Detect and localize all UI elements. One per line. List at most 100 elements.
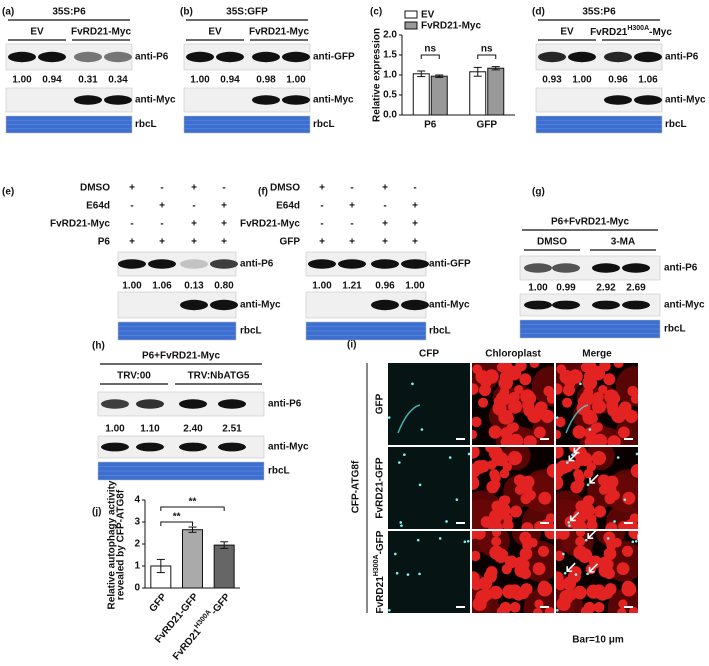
chloroplast <box>575 536 586 547</box>
antibody-label: anti-P6 <box>665 52 699 63</box>
chloroplast <box>618 401 632 415</box>
autophagic-body <box>635 452 638 456</box>
error-bar <box>491 66 500 71</box>
band <box>186 51 214 63</box>
bar <box>182 529 203 589</box>
chloroplast <box>538 491 552 505</box>
antibody-label: anti-P6 <box>240 259 274 270</box>
quantification: 0.99 <box>556 283 576 294</box>
arrow <box>589 474 599 484</box>
treatment-sign: - <box>130 219 133 230</box>
chloroplast <box>584 495 595 506</box>
antibody-label: anti-GFP <box>429 259 471 270</box>
chloroplast <box>556 550 565 562</box>
band <box>401 259 429 269</box>
band <box>210 259 238 269</box>
construct-label: P6+FvRD21-Myc <box>142 351 221 362</box>
autophagic-body <box>463 540 467 544</box>
treatment-sign: - <box>192 201 195 212</box>
y-tick-label: 1.5 <box>383 50 397 61</box>
group-label: TRV:00 <box>117 371 151 382</box>
blot <box>519 293 661 317</box>
error-bar <box>156 558 165 574</box>
quantification: 1.00 <box>572 75 592 86</box>
micrograph <box>556 447 638 529</box>
antibody-label: rbcL <box>135 119 157 130</box>
chloroplast <box>593 422 603 432</box>
autophagic-body <box>579 382 582 386</box>
autophagic-body <box>606 537 610 540</box>
chloroplast <box>489 509 504 524</box>
antibody-label: anti-Myc <box>664 300 705 311</box>
chloroplast <box>472 550 481 562</box>
chloroplast <box>556 475 564 490</box>
treatment-sign: + <box>349 201 355 212</box>
group-label: DMSO <box>537 237 567 248</box>
chloroplast <box>486 480 499 494</box>
autophagic-body <box>467 452 470 456</box>
chloroplast <box>630 463 638 478</box>
x-tick-label: GFP <box>148 591 170 614</box>
antibody-label: anti-Myc <box>429 300 470 311</box>
autophagic-body <box>562 552 565 556</box>
antibody-label: rbcL <box>429 326 451 337</box>
band <box>38 51 66 63</box>
chloroplast <box>598 385 608 395</box>
chloroplast <box>543 385 554 397</box>
row-label-part: H300A <box>373 554 380 576</box>
autophagic-body <box>418 572 421 576</box>
chloroplast <box>544 531 554 540</box>
band <box>74 51 102 63</box>
arrow <box>637 534 638 541</box>
band <box>216 51 244 63</box>
significance-label: ** <box>173 512 181 523</box>
chloroplast <box>504 414 514 424</box>
chloroplast <box>519 373 532 386</box>
y-tick-label: 1.0 <box>383 70 397 81</box>
chloroplast <box>501 564 512 575</box>
quantification: 1.06 <box>152 281 172 292</box>
chloroplast <box>508 433 524 445</box>
quantification: 1.00 <box>312 281 332 292</box>
micrograph <box>556 363 638 445</box>
chloroplast <box>628 531 638 540</box>
quantification: 0.93 <box>542 75 562 86</box>
chloroplast <box>514 385 524 395</box>
treatment-sign: + <box>412 219 418 230</box>
group-label-part: H300A <box>627 25 649 32</box>
legend-swatch <box>404 10 418 19</box>
panel-letter: (b) <box>180 7 193 18</box>
chloroplast <box>499 387 510 398</box>
chloroplast <box>607 404 620 417</box>
arrow <box>588 563 599 573</box>
chloroplast <box>489 585 503 600</box>
quantification: 1.00 <box>122 281 142 292</box>
chloroplast <box>472 460 487 474</box>
autophagic-body <box>566 461 569 464</box>
autophagic-body <box>567 521 571 524</box>
quantification: 0.96 <box>375 281 395 292</box>
quantification: 0.96 <box>608 75 628 86</box>
antibody-label: anti-Myc <box>135 95 176 106</box>
autophagic-body <box>398 461 401 464</box>
chloroplast <box>573 469 584 480</box>
chloroplast <box>544 606 554 613</box>
chloroplast <box>562 397 573 408</box>
chloroplast <box>488 520 503 529</box>
row-label: FvRD21H300A-GFP <box>373 530 385 613</box>
chloroplast <box>573 509 588 524</box>
chloroplast <box>507 399 523 414</box>
chloroplast <box>502 519 514 529</box>
y-tick-label: 2 <box>134 539 140 550</box>
construct-label: 35S:P6 <box>52 7 86 18</box>
autophagic-body <box>395 571 399 575</box>
autophagic-body <box>563 571 567 575</box>
chloroplast <box>529 363 540 369</box>
antibody-label: rbcL <box>240 326 262 337</box>
chloroplast <box>533 426 546 439</box>
treatment-sign: + <box>191 183 197 194</box>
treatment-label: FvRD21-Myc <box>50 219 110 230</box>
chloroplast <box>621 581 637 597</box>
autophagic-body <box>445 520 448 523</box>
band <box>634 51 662 63</box>
